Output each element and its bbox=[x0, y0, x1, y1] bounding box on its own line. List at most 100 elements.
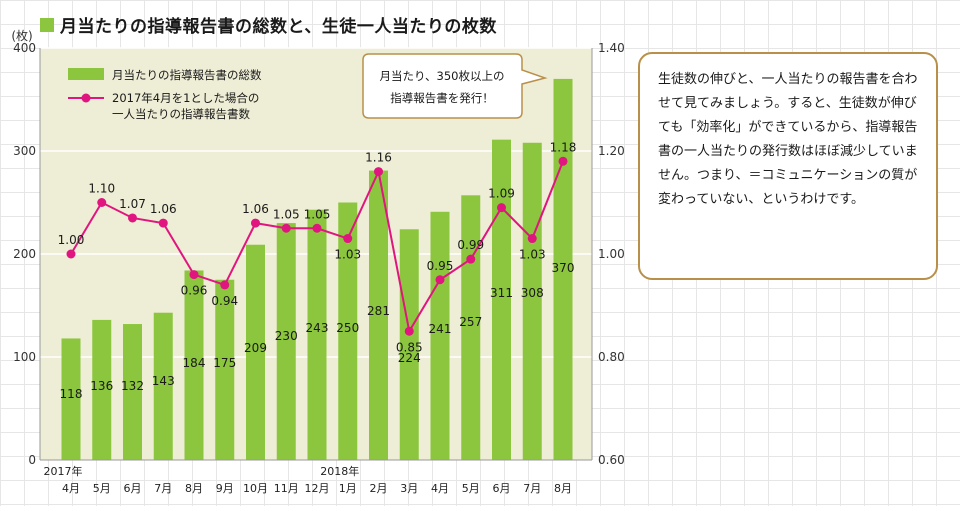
y-left-tick-label: 100 bbox=[13, 350, 36, 364]
bar bbox=[153, 312, 173, 460]
line-value-label: 1.09 bbox=[488, 187, 515, 201]
x-year-label: 2017年 bbox=[44, 464, 83, 478]
x-tick-label: 1月 bbox=[339, 482, 357, 495]
bar-value-label: 184 bbox=[183, 356, 206, 370]
data-labels: 118 136 132 143 184 175 209 230 243 250 281 224 241 2… bbox=[58, 140, 577, 401]
line-value-label: 1.05 bbox=[304, 207, 331, 221]
legend-line-label: 一人当たりの指導報告書数 bbox=[112, 107, 250, 121]
x-tick-label: 8月 bbox=[554, 482, 572, 495]
y-left-tick-label: 400 bbox=[13, 41, 36, 55]
title-square-icon bbox=[40, 17, 54, 32]
bar-value-label: 175 bbox=[213, 356, 236, 370]
y-unit-label: (枚) bbox=[11, 28, 32, 43]
bar bbox=[307, 209, 327, 460]
bar bbox=[399, 229, 419, 460]
bar-value-label: 209 bbox=[244, 341, 267, 355]
x-tick-label: 12月 bbox=[305, 482, 330, 495]
bar bbox=[123, 324, 142, 460]
line-point bbox=[466, 254, 476, 264]
x-tick-label: 10月 bbox=[243, 482, 268, 495]
bar-value-label: 308 bbox=[521, 286, 544, 300]
note-box: 生徒数の伸びと、一人当たりの報告書を合わせて見てみましょう。すると、生徒数が伸び… bbox=[638, 52, 938, 280]
line-point bbox=[404, 326, 414, 336]
y-left-tick-label: 300 bbox=[13, 144, 36, 158]
y-right-tick-label: 1.20 bbox=[598, 144, 625, 158]
bar bbox=[184, 270, 204, 460]
axes: 0 100 200 300 400 0.60 0.80 1.00 1.20 1.40 (枚) 4月 5月… bbox=[11, 28, 624, 495]
y-right-tick-label: 1.00 bbox=[598, 247, 625, 261]
bar-value-label: 224 bbox=[398, 351, 421, 365]
legend-line-marker bbox=[81, 93, 91, 103]
line-series bbox=[66, 156, 568, 336]
bar bbox=[492, 139, 511, 461]
note-text: 生徒数の伸びと、一人当たりの報告書を合わせて見てみましょう。すると、生徒数が伸び… bbox=[658, 72, 918, 207]
bar-value-label: 241 bbox=[429, 322, 452, 336]
line-value-label: 0.94 bbox=[211, 294, 238, 308]
x-tick-label: 8月 bbox=[185, 482, 203, 495]
x-tick-label: 5月 bbox=[462, 482, 480, 495]
legend-bar-swatch bbox=[68, 68, 104, 80]
bar-value-label: 281 bbox=[367, 304, 390, 318]
line-value-label: 1.00 bbox=[58, 233, 85, 247]
x-year-label: 2018年 bbox=[320, 464, 359, 478]
line-point bbox=[527, 234, 537, 244]
bar-value-label: 132 bbox=[121, 379, 144, 393]
x-tick-label: 2月 bbox=[370, 482, 388, 495]
line-value-label: 1.03 bbox=[519, 248, 546, 262]
y-right-tick-label: 1.40 bbox=[598, 41, 625, 55]
line-point bbox=[158, 218, 168, 228]
callout-text: 指導報告書を発行！ bbox=[390, 91, 494, 105]
x-tick-label: 4月 bbox=[431, 482, 449, 495]
line-value-label: 0.95 bbox=[427, 259, 454, 273]
bar-value-label: 230 bbox=[275, 329, 298, 343]
x-tick-label: 3月 bbox=[400, 482, 418, 495]
bar bbox=[430, 211, 450, 460]
x-tick-label: 4月 bbox=[62, 482, 80, 495]
bar-value-label: 257 bbox=[459, 315, 482, 329]
line-point bbox=[251, 218, 260, 228]
line-point bbox=[435, 275, 445, 285]
bar bbox=[522, 142, 542, 460]
y-right-tick-label: 0.60 bbox=[598, 453, 625, 467]
bar bbox=[276, 223, 296, 460]
line-value-label: 1.03 bbox=[334, 248, 361, 262]
line-point bbox=[312, 223, 322, 233]
y-left-tick-label: 200 bbox=[13, 247, 36, 261]
x-tick-label: 5月 bbox=[93, 482, 111, 495]
line-point bbox=[343, 234, 353, 244]
chart-title: 月当たりの指導報告書の総数と、生徒一人当たりの枚数 bbox=[40, 12, 497, 37]
line-point bbox=[558, 156, 568, 166]
line-value-label: 1.10 bbox=[88, 182, 115, 196]
y-right-tick-label: 0.80 bbox=[598, 350, 625, 364]
line-value-label: 1.07 bbox=[119, 197, 146, 211]
chart-title-text: 月当たりの指導報告書の総数と、生徒一人当たりの枚数 bbox=[60, 17, 497, 37]
line-value-label: 0.85 bbox=[396, 340, 423, 354]
bar-value-label: 136 bbox=[90, 379, 113, 393]
line-point bbox=[128, 213, 137, 223]
x-tick-label: 9月 bbox=[216, 482, 234, 495]
line-point bbox=[374, 167, 383, 177]
line-value-label: 0.99 bbox=[457, 238, 484, 252]
line-value-label: 0.96 bbox=[181, 284, 208, 298]
bar bbox=[92, 319, 112, 460]
bar-value-label: 250 bbox=[336, 321, 359, 335]
bar bbox=[215, 279, 235, 460]
bar-value-label: 143 bbox=[152, 374, 175, 388]
x-tick-label: 7月 bbox=[154, 482, 172, 495]
line-point bbox=[97, 198, 107, 207]
line-point bbox=[220, 280, 230, 290]
legend-bar-label: 月当たりの指導報告書の総数 bbox=[112, 68, 262, 82]
bar-value-label: 311 bbox=[490, 286, 513, 300]
line-point bbox=[497, 203, 506, 213]
y-left-tick-label: 0 bbox=[28, 453, 36, 467]
callout-text: 月当たり、350枚以上の bbox=[380, 69, 505, 83]
line-value-label: 1.06 bbox=[150, 202, 177, 216]
bar bbox=[369, 170, 388, 460]
legend-line-label: 2017年4月を1とした場合の bbox=[112, 91, 259, 105]
x-tick-label: 6月 bbox=[124, 482, 142, 495]
line-point bbox=[189, 270, 199, 280]
bar bbox=[246, 244, 265, 460]
